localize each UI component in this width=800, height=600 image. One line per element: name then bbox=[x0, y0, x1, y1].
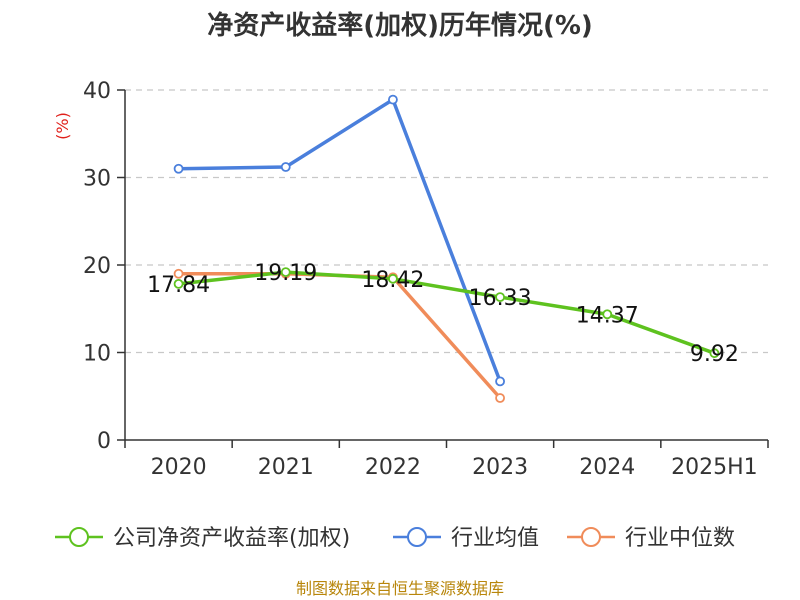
grid-lines bbox=[125, 89, 768, 354]
data-label: 9.92 bbox=[690, 342, 739, 367]
y-axis-unit: (%) bbox=[53, 112, 72, 140]
x-tick-label-2022: 2022 bbox=[365, 455, 421, 480]
x-tick-label-2025H1: 2025H1 bbox=[671, 455, 758, 480]
source-note: 制图数据来自恒生聚源数据库 bbox=[296, 579, 504, 598]
series-line-0 bbox=[178, 270, 716, 355]
y-tick-label: 0 bbox=[97, 429, 111, 454]
data-label: 17.84 bbox=[147, 273, 210, 298]
x-tick-label-2023: 2023 bbox=[472, 455, 528, 480]
legend-swatch-marker-1 bbox=[407, 527, 427, 547]
legend-label-0: 公司净资产收益率(加权) bbox=[113, 526, 350, 551]
x-tick-label-2020: 2020 bbox=[151, 455, 207, 480]
data-point-1-2 bbox=[388, 94, 398, 105]
data-label: 18.42 bbox=[361, 268, 424, 293]
legend-label-2: 行业中位数 bbox=[625, 526, 735, 551]
data-point-1-0 bbox=[173, 163, 184, 174]
data-point-2-3 bbox=[495, 393, 505, 403]
series-line-2 bbox=[178, 272, 502, 400]
x-tick-label-2021: 2021 bbox=[258, 455, 314, 480]
data-point-0-0 bbox=[173, 278, 184, 289]
legend-label-1: 行业均值 bbox=[451, 526, 539, 551]
legend: 公司净资产收益率(加权) 行业均值 行业中位数 bbox=[55, 526, 735, 551]
data-point-2-0 bbox=[173, 268, 184, 279]
data-point-0-4 bbox=[602, 309, 613, 320]
data-point-0-3 bbox=[495, 292, 505, 303]
data-label: 19.19 bbox=[254, 261, 317, 286]
y-tick-label: 10 bbox=[83, 342, 111, 367]
data-label: 16.33 bbox=[469, 286, 532, 311]
chart-title: 净资产收益率(加权)历年情况(%) bbox=[207, 10, 593, 41]
legend-swatch-marker-0 bbox=[69, 527, 89, 547]
series-line-1 bbox=[178, 97, 502, 382]
data-point-1-3 bbox=[495, 376, 505, 387]
axes: 0 10 20 30 40 2020 2021 2022 2023 2024 2025H1 bbox=[83, 79, 769, 480]
series-group bbox=[173, 94, 720, 403]
data-point-0-1 bbox=[280, 267, 291, 277]
y-tick-label: 20 bbox=[83, 254, 111, 279]
y-tick-label: 30 bbox=[83, 167, 111, 192]
data-label: 14.37 bbox=[576, 303, 639, 328]
data-point-0-2 bbox=[388, 273, 398, 284]
y-tick-label: 40 bbox=[83, 79, 111, 104]
data-point-1-1 bbox=[280, 162, 291, 172]
data-labels: 17.84 19.19 18.42 16.33 14.37 9.92 bbox=[147, 261, 739, 367]
legend-swatch-marker-2 bbox=[581, 527, 601, 547]
x-tick-label-2024: 2024 bbox=[579, 455, 635, 480]
data-point-0-5 bbox=[709, 348, 720, 359]
